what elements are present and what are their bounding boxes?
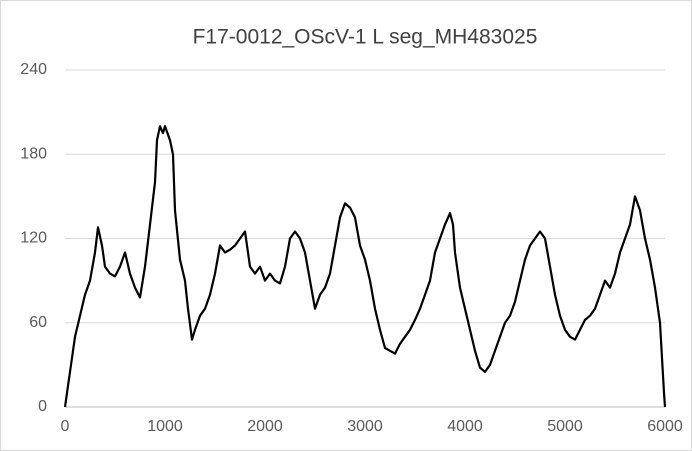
y-tick-label: 180: [20, 145, 47, 162]
chart-title: F17-0012_OScV-1 L seg_MH483025: [193, 26, 538, 49]
y-tick-label: 0: [38, 398, 47, 415]
y-tick-label: 120: [20, 230, 47, 247]
x-tick-label: 2000: [247, 418, 283, 435]
x-tick-label: 5000: [547, 418, 583, 435]
data-line: [63, 125, 667, 408]
x-tick-label: 4000: [447, 418, 483, 435]
y-tick-label: 60: [29, 314, 47, 331]
x-tick-label: 3000: [347, 418, 383, 435]
x-tick-label: 1000: [147, 418, 183, 435]
x-tick-label: 6000: [647, 418, 683, 435]
y-tick-label: 240: [20, 61, 47, 78]
x-tick-label: 0: [61, 418, 70, 435]
